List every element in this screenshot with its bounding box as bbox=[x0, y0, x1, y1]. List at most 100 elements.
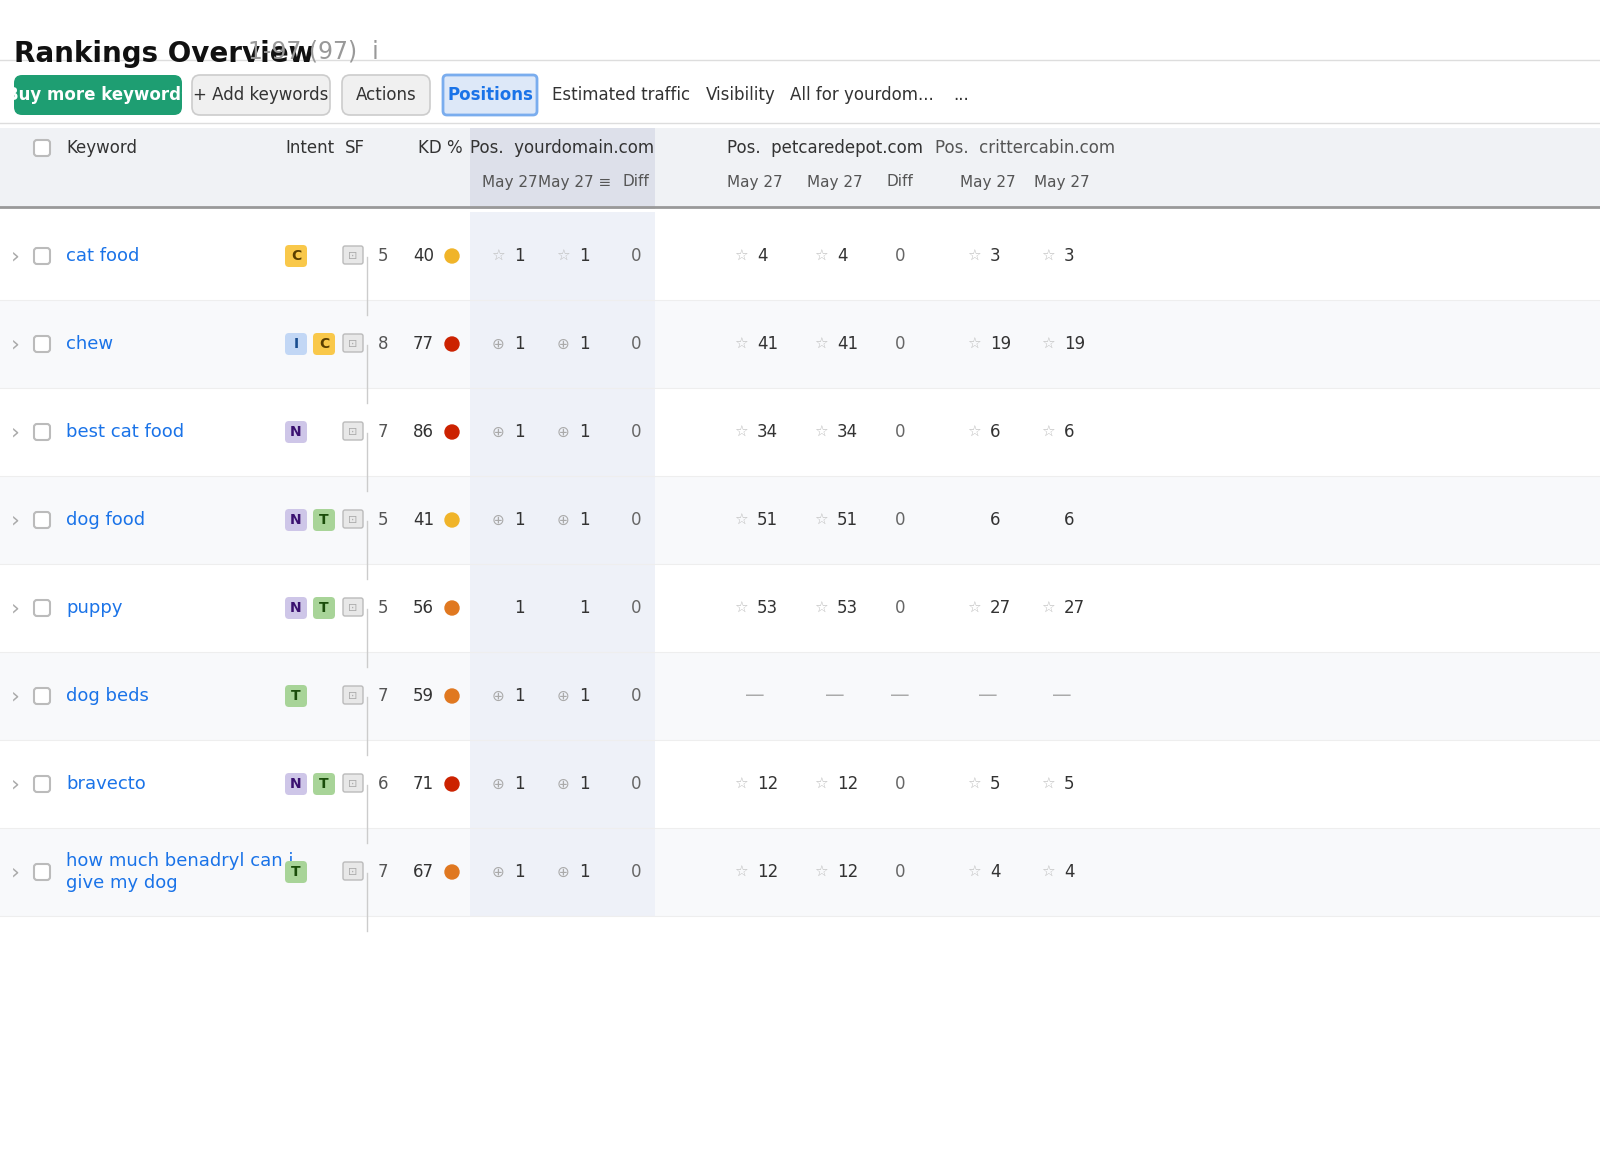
Bar bbox=[0, 652, 1600, 740]
Text: 7: 7 bbox=[378, 687, 389, 705]
Bar bbox=[470, 212, 654, 300]
Text: 67: 67 bbox=[413, 863, 434, 881]
Text: ›: › bbox=[11, 422, 19, 442]
Text: bravecto: bravecto bbox=[66, 775, 146, 793]
FancyBboxPatch shape bbox=[14, 75, 182, 115]
Text: ☆: ☆ bbox=[557, 249, 570, 264]
Text: + Add keywords: + Add keywords bbox=[194, 86, 328, 104]
Text: how much benadryl can i: how much benadryl can i bbox=[66, 852, 293, 870]
Text: May 27: May 27 bbox=[806, 175, 862, 190]
Bar bbox=[470, 388, 654, 476]
Text: 1: 1 bbox=[514, 423, 525, 441]
Text: 0: 0 bbox=[894, 863, 906, 881]
Text: Estimated traffic: Estimated traffic bbox=[552, 86, 690, 104]
Text: 40: 40 bbox=[413, 247, 434, 265]
Text: ›: › bbox=[11, 598, 19, 618]
Text: 77: 77 bbox=[413, 335, 434, 353]
Text: T: T bbox=[318, 601, 330, 615]
FancyBboxPatch shape bbox=[285, 774, 307, 796]
Text: —: — bbox=[746, 687, 765, 705]
Text: ☆: ☆ bbox=[814, 513, 827, 528]
Text: ☆: ☆ bbox=[814, 249, 827, 264]
Text: 12: 12 bbox=[757, 863, 778, 881]
Text: T: T bbox=[318, 513, 330, 527]
Text: 1: 1 bbox=[579, 247, 590, 265]
FancyBboxPatch shape bbox=[285, 686, 307, 708]
Text: ☆: ☆ bbox=[734, 513, 747, 528]
Text: 3: 3 bbox=[1064, 247, 1075, 265]
Text: N: N bbox=[290, 777, 302, 791]
Text: 0: 0 bbox=[630, 863, 642, 881]
Text: 0: 0 bbox=[894, 423, 906, 441]
Text: ☆: ☆ bbox=[966, 601, 981, 616]
Text: ☆: ☆ bbox=[1042, 337, 1054, 352]
Text: 0: 0 bbox=[894, 599, 906, 617]
Text: ⊕: ⊕ bbox=[491, 513, 504, 528]
FancyBboxPatch shape bbox=[342, 75, 430, 115]
FancyBboxPatch shape bbox=[34, 424, 50, 440]
FancyBboxPatch shape bbox=[342, 334, 363, 352]
Text: 86: 86 bbox=[413, 423, 434, 441]
Text: 5: 5 bbox=[990, 775, 1000, 793]
FancyBboxPatch shape bbox=[342, 862, 363, 880]
Text: —: — bbox=[890, 687, 910, 705]
Text: 0: 0 bbox=[894, 247, 906, 265]
Text: 41: 41 bbox=[837, 335, 858, 353]
Text: ⊡: ⊡ bbox=[349, 691, 358, 701]
FancyBboxPatch shape bbox=[34, 688, 50, 704]
Text: ⊕: ⊕ bbox=[491, 865, 504, 879]
Circle shape bbox=[445, 337, 459, 351]
FancyBboxPatch shape bbox=[285, 510, 307, 532]
Text: 7: 7 bbox=[378, 423, 389, 441]
FancyBboxPatch shape bbox=[34, 512, 50, 528]
Bar bbox=[470, 564, 654, 652]
Text: ☆: ☆ bbox=[734, 777, 747, 792]
Text: 0: 0 bbox=[630, 687, 642, 705]
Circle shape bbox=[445, 425, 459, 439]
Bar bbox=[0, 476, 1600, 564]
Text: 12: 12 bbox=[757, 775, 778, 793]
Bar bbox=[470, 652, 654, 740]
Text: ⊡: ⊡ bbox=[349, 251, 358, 261]
Text: dog beds: dog beds bbox=[66, 687, 149, 705]
Text: SF: SF bbox=[346, 139, 365, 157]
Bar bbox=[0, 388, 1600, 476]
FancyBboxPatch shape bbox=[34, 140, 50, 156]
Text: ☆: ☆ bbox=[814, 865, 827, 879]
Text: best cat food: best cat food bbox=[66, 423, 184, 441]
Bar bbox=[0, 828, 1600, 916]
Text: 41: 41 bbox=[757, 335, 778, 353]
Text: 1: 1 bbox=[514, 247, 525, 265]
Text: puppy: puppy bbox=[66, 599, 123, 617]
Text: ☆: ☆ bbox=[966, 249, 981, 264]
Text: 1: 1 bbox=[514, 511, 525, 529]
FancyBboxPatch shape bbox=[314, 510, 334, 532]
Text: ☆: ☆ bbox=[734, 425, 747, 440]
Text: 0: 0 bbox=[630, 335, 642, 353]
Text: 4: 4 bbox=[757, 247, 768, 265]
Text: ☆: ☆ bbox=[966, 865, 981, 879]
Circle shape bbox=[445, 601, 459, 615]
Text: 53: 53 bbox=[757, 599, 778, 617]
Text: ›: › bbox=[11, 862, 19, 882]
Text: 0: 0 bbox=[894, 335, 906, 353]
FancyBboxPatch shape bbox=[342, 510, 363, 528]
Text: give my dog: give my dog bbox=[66, 874, 178, 892]
Text: 12: 12 bbox=[837, 863, 858, 881]
FancyBboxPatch shape bbox=[443, 75, 538, 115]
Text: —: — bbox=[826, 687, 845, 705]
Bar bbox=[0, 212, 1600, 300]
Bar bbox=[0, 564, 1600, 652]
Bar bbox=[470, 740, 654, 828]
Text: 0: 0 bbox=[630, 247, 642, 265]
Text: ☆: ☆ bbox=[491, 249, 506, 264]
FancyBboxPatch shape bbox=[285, 862, 307, 884]
Text: 71: 71 bbox=[413, 775, 434, 793]
Text: T: T bbox=[318, 777, 330, 791]
Text: 5: 5 bbox=[1064, 775, 1075, 793]
Text: ☆: ☆ bbox=[1042, 865, 1054, 879]
FancyBboxPatch shape bbox=[34, 600, 50, 616]
Text: I: I bbox=[293, 337, 299, 351]
Text: ...: ... bbox=[954, 86, 968, 104]
Circle shape bbox=[445, 689, 459, 703]
